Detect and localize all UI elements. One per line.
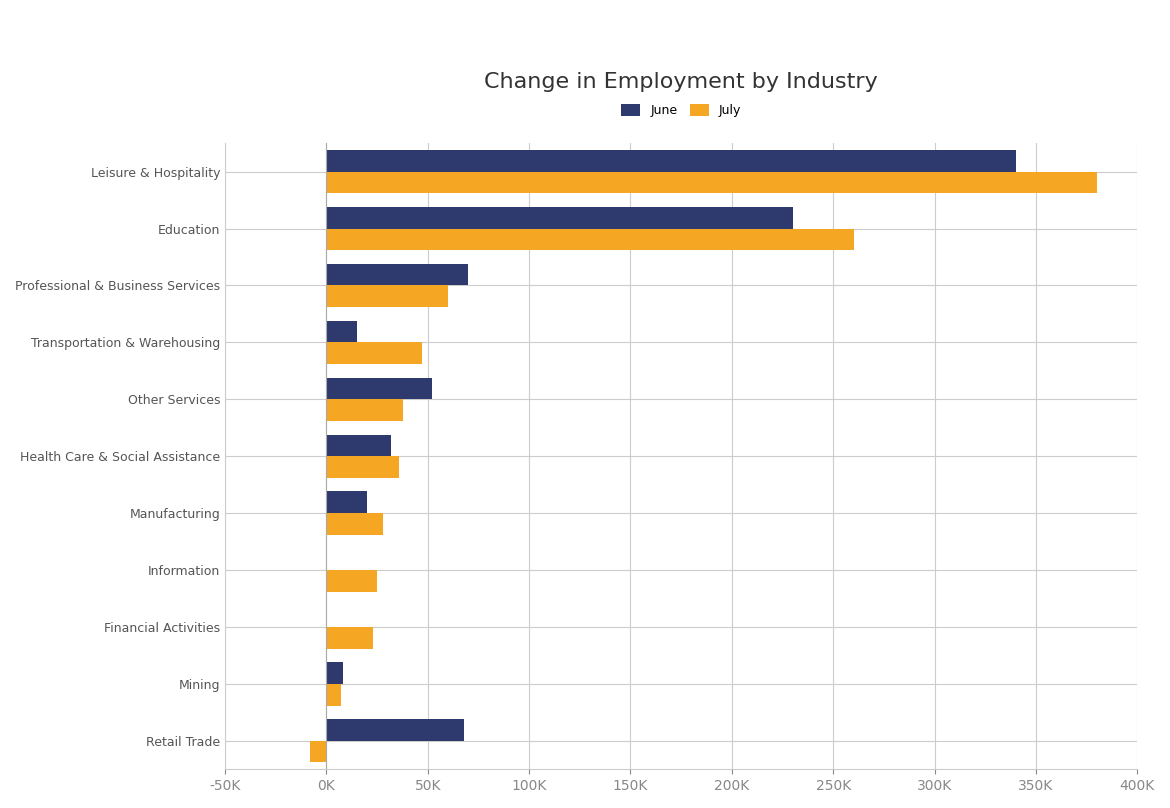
- Legend: June, July: June, July: [617, 99, 746, 122]
- Bar: [326, 171, 1096, 193]
- Bar: [326, 399, 404, 421]
- Bar: [326, 627, 373, 649]
- Bar: [326, 150, 1016, 171]
- Bar: [326, 435, 391, 457]
- Bar: [326, 513, 383, 535]
- Bar: [326, 377, 432, 399]
- Bar: [326, 229, 854, 250]
- Bar: [326, 207, 793, 229]
- Bar: [326, 343, 421, 364]
- Bar: [326, 491, 367, 513]
- Bar: [326, 285, 448, 307]
- Bar: [326, 570, 377, 591]
- Bar: [326, 719, 464, 741]
- Bar: [326, 684, 340, 705]
- Bar: [326, 457, 399, 478]
- Bar: [326, 663, 343, 684]
- Bar: [310, 741, 326, 763]
- Title: Change in Employment by Industry: Change in Employment by Industry: [484, 72, 878, 91]
- Bar: [326, 321, 357, 343]
- Bar: [326, 263, 468, 285]
